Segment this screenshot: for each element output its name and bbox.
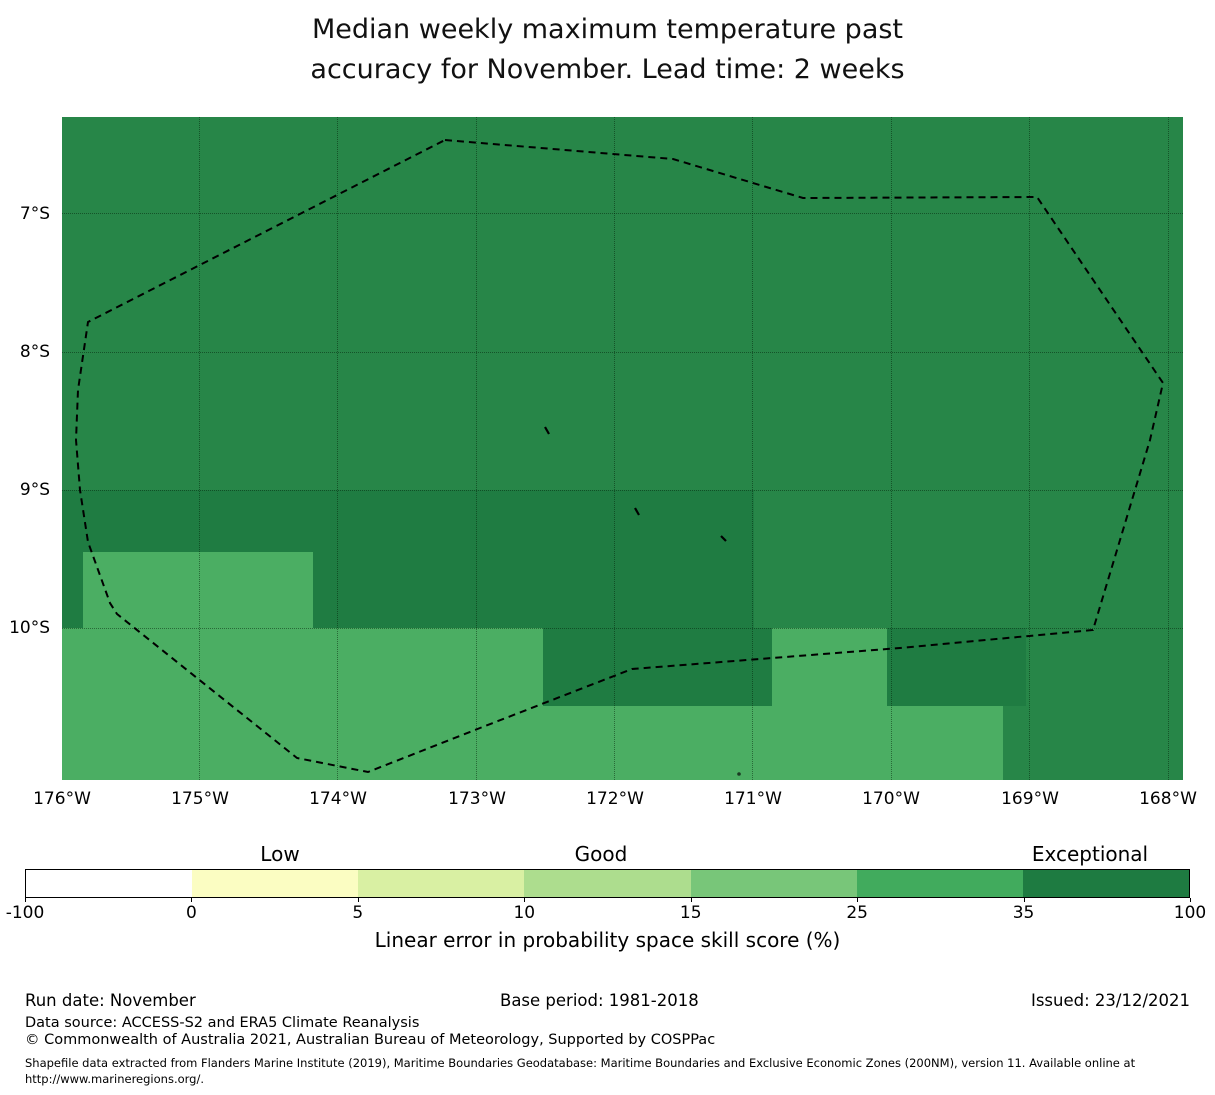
island-mark xyxy=(544,426,550,435)
colorbar-tick xyxy=(25,898,26,902)
chart-title-line1: Median weekly maximum temperature past xyxy=(311,14,904,45)
map-gridline-vertical xyxy=(891,117,892,780)
colorbar-axis-label: Linear error in probability space skill … xyxy=(374,928,841,952)
eez-boundary-layer xyxy=(74,138,1165,776)
colorbar xyxy=(25,869,1190,898)
colorbar-category-label: Low xyxy=(260,842,300,866)
colorbar-tick xyxy=(191,898,193,902)
lon-tick-label: 174°W xyxy=(309,789,367,809)
colorbar-tick xyxy=(857,898,859,902)
colorbar-tick-label: 10 xyxy=(513,903,536,923)
lon-tick-label: 169°W xyxy=(1001,789,1059,809)
run-date-label: Run date: November xyxy=(25,991,196,1010)
shapefile-note-line1: Shapefile data extracted from Flanders M… xyxy=(25,1056,1136,1070)
map-gridline-vertical xyxy=(614,117,615,780)
colorbar-tick-label: 25 xyxy=(846,903,868,923)
colorbar-tick xyxy=(1190,898,1191,902)
chart-title-line2: accuracy for November. Lead time: 2 week… xyxy=(310,54,905,85)
lon-tick-label: 175°W xyxy=(171,789,229,809)
issued-date-label: Issued: 23/12/2021 xyxy=(1030,991,1190,1010)
colorbar-tick-label: 0 xyxy=(186,903,197,923)
map-gridline-vertical xyxy=(1029,117,1030,780)
map-gridline-horizontal xyxy=(62,628,1183,629)
lon-tick-label: 176°W xyxy=(33,789,91,809)
base-period-label: Base period: 1981-2018 xyxy=(500,991,699,1010)
colorbar-tick xyxy=(690,898,692,902)
colorbar-tick-label: 15 xyxy=(679,903,702,923)
lon-tick-label: 168°W xyxy=(1139,789,1197,809)
colorbar-segment xyxy=(856,870,1023,897)
colorbar-tick-label: -100 xyxy=(5,903,45,923)
lon-tick-label: 170°W xyxy=(862,789,920,809)
lon-tick-label: 172°W xyxy=(586,789,644,809)
map-gridline-vertical xyxy=(476,117,477,780)
map-gridline-vertical xyxy=(752,117,753,780)
data-source-label: Data source: ACCESS-S2 and ERA5 Climate … xyxy=(25,1015,420,1031)
map-area xyxy=(62,117,1183,780)
lat-tick-label: 8°S xyxy=(19,342,50,362)
colorbar-tick-label: 5 xyxy=(352,903,364,923)
island-mark xyxy=(720,535,727,542)
map-region-light xyxy=(83,552,313,628)
lon-tick-label: 171°W xyxy=(724,789,782,809)
colorbar-segment xyxy=(524,870,691,897)
map-region-dark xyxy=(887,628,1026,706)
eez-dashed-boundary xyxy=(74,138,1165,774)
lat-tick-label: 10°S xyxy=(9,618,50,638)
island-mark xyxy=(737,772,741,776)
map-region-light xyxy=(887,706,1003,780)
colorbar-segment xyxy=(192,870,359,897)
map-gridline-vertical xyxy=(199,117,200,780)
shapefile-note-line2: http://www.marineregions.org/. xyxy=(25,1072,204,1086)
colorbar-tick-label: 100 xyxy=(1173,903,1207,923)
colorbar-category-label: Good xyxy=(574,842,628,866)
copyright-label: © Commonwealth of Australia 2021, Austra… xyxy=(25,1032,716,1048)
map-gridline-vertical xyxy=(1168,117,1169,780)
colorbar-category-label: Exceptional xyxy=(1031,842,1149,866)
colorbar-segment xyxy=(26,870,193,897)
colorbar-tick-label: 35 xyxy=(1012,903,1035,923)
lat-tick-label: 9°S xyxy=(19,480,50,500)
colorbar-segment xyxy=(358,870,525,897)
colorbar-tick xyxy=(1023,898,1025,902)
lon-tick-label: 173°W xyxy=(448,789,506,809)
colorbar-tick xyxy=(357,898,359,902)
island-mark xyxy=(634,507,640,516)
colorbar-segment xyxy=(690,870,857,897)
map-gridline-horizontal xyxy=(62,490,1183,491)
map-gridline-vertical xyxy=(337,117,338,780)
colorbar-segment xyxy=(1022,870,1189,897)
map-gridline-horizontal xyxy=(62,213,1183,214)
colorbar-tick xyxy=(524,898,526,902)
map-gridline-horizontal xyxy=(62,352,1183,353)
lat-tick-label: 7°S xyxy=(19,204,50,224)
